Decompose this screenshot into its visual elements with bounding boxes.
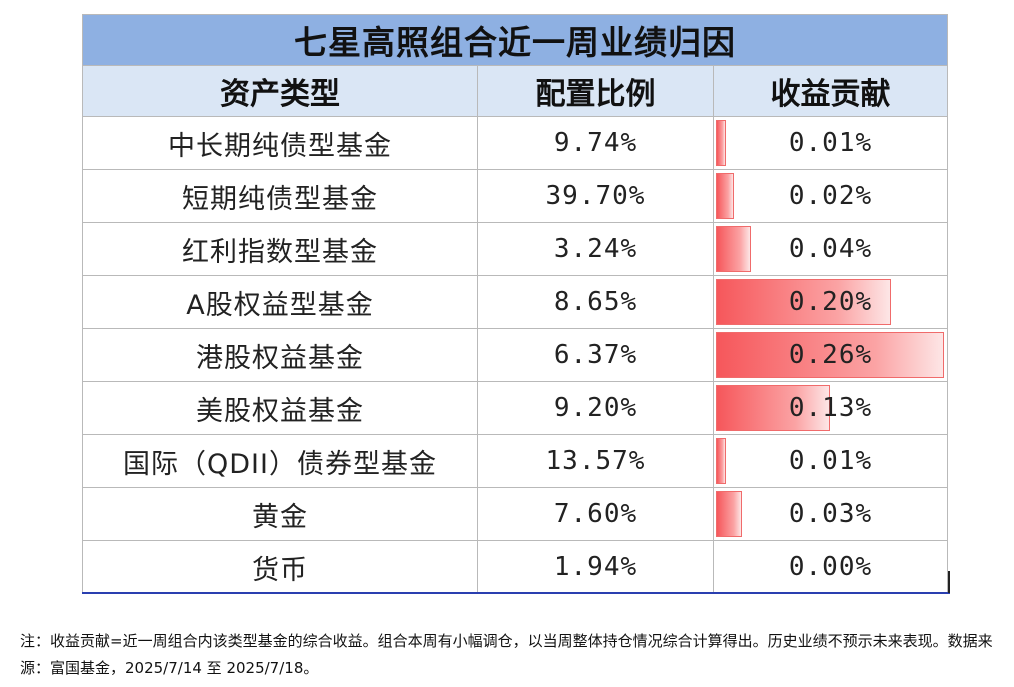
allocation-cell: 1.94% [478, 541, 714, 593]
contribution-data-bar [716, 173, 734, 219]
table-row: A股权益型基金 8.65% 0.20% [83, 276, 947, 329]
contribution-value: 0.03% [788, 499, 873, 529]
bottom-divider [82, 592, 950, 594]
allocation-cell: 9.20% [478, 382, 714, 434]
allocation-cell: 39.70% [478, 170, 714, 222]
contribution-value: 0.01% [788, 446, 873, 476]
table-title: 七星高照组合近一周业绩归因 [83, 15, 947, 66]
contribution-value: 0.20% [788, 287, 873, 317]
contribution-cell: 0.13% [714, 382, 947, 434]
asset-type-cell: 短期纯债型基金 [83, 170, 478, 222]
contribution-cell: 0.00% [714, 541, 947, 593]
table-row: 货币 1.94% 0.00% [83, 541, 947, 593]
contribution-value: 0.13% [788, 393, 873, 423]
header-asset-type: 资产类型 [83, 66, 478, 116]
table-row: 红利指数型基金 3.24% 0.04% [83, 223, 947, 276]
contribution-data-bar [716, 385, 830, 431]
table-body: 中长期纯债型基金 9.74% 0.01% 短期纯债型基金 39.70% 0.02% 红利指数… [83, 117, 947, 593]
table-row: 短期纯债型基金 39.70% 0.02% [83, 170, 947, 223]
asset-type-cell: 红利指数型基金 [83, 223, 478, 275]
contribution-data-bar [716, 279, 891, 325]
allocation-cell: 7.60% [478, 488, 714, 540]
table-row: 港股权益基金 6.37% 0.26% [83, 329, 947, 382]
contribution-cell: 0.01% [714, 435, 947, 487]
table-header-row: 资产类型 配置比例 收益贡献 [83, 66, 947, 117]
contribution-cell: 0.03% [714, 488, 947, 540]
contribution-value: 0.01% [788, 128, 873, 158]
header-contribution: 收益贡献 [770, 77, 891, 112]
allocation-cell: 13.57% [478, 435, 714, 487]
allocation-cell: 6.37% [478, 329, 714, 381]
table-row: 美股权益基金 9.20% 0.13% [83, 382, 947, 435]
asset-type-cell: 港股权益基金 [83, 329, 478, 381]
header-allocation: 配置比例 [478, 66, 714, 116]
asset-type-cell: 中长期纯债型基金 [83, 117, 478, 169]
asset-type-cell: 美股权益基金 [83, 382, 478, 434]
contribution-value: 0.02% [788, 181, 873, 211]
contribution-data-bar [716, 120, 726, 166]
table-row: 中长期纯债型基金 9.74% 0.01% [83, 117, 947, 170]
asset-type-cell: 黄金 [83, 488, 478, 540]
asset-type-cell: 货币 [83, 541, 478, 593]
attribution-table: 七星高照组合近一周业绩归因 资产类型 配置比例 收益贡献 中长期纯债型基金 9.7… [82, 14, 948, 594]
asset-type-cell: A股权益型基金 [83, 276, 478, 328]
table-row: 黄金 7.60% 0.03% [83, 488, 947, 541]
allocation-cell: 9.74% [478, 117, 714, 169]
contribution-cell: 0.20% [714, 276, 947, 328]
bottom-tick-mark [948, 571, 950, 593]
contribution-data-bar [716, 226, 751, 272]
allocation-cell: 8.65% [478, 276, 714, 328]
table-row: 国际（QDII）债券型基金 13.57% 0.01% [83, 435, 947, 488]
contribution-cell: 0.02% [714, 170, 947, 222]
asset-type-cell: 国际（QDII）债券型基金 [83, 435, 478, 487]
contribution-data-bar [716, 438, 726, 484]
contribution-cell: 0.04% [714, 223, 947, 275]
footnote: 注：收益贡献=近一周组合内该类型基金的综合收益。组合本周有小幅调仓，以当周整体持… [20, 632, 993, 677]
contribution-value: 0.00% [788, 552, 873, 582]
contribution-cell: 0.26% [714, 329, 947, 381]
allocation-cell: 3.24% [478, 223, 714, 275]
contribution-data-bar [716, 332, 944, 378]
contribution-cell: 0.01% [714, 117, 947, 169]
contribution-value: 0.26% [788, 340, 873, 370]
contribution-data-bar [716, 491, 742, 537]
contribution-value: 0.04% [788, 234, 873, 264]
